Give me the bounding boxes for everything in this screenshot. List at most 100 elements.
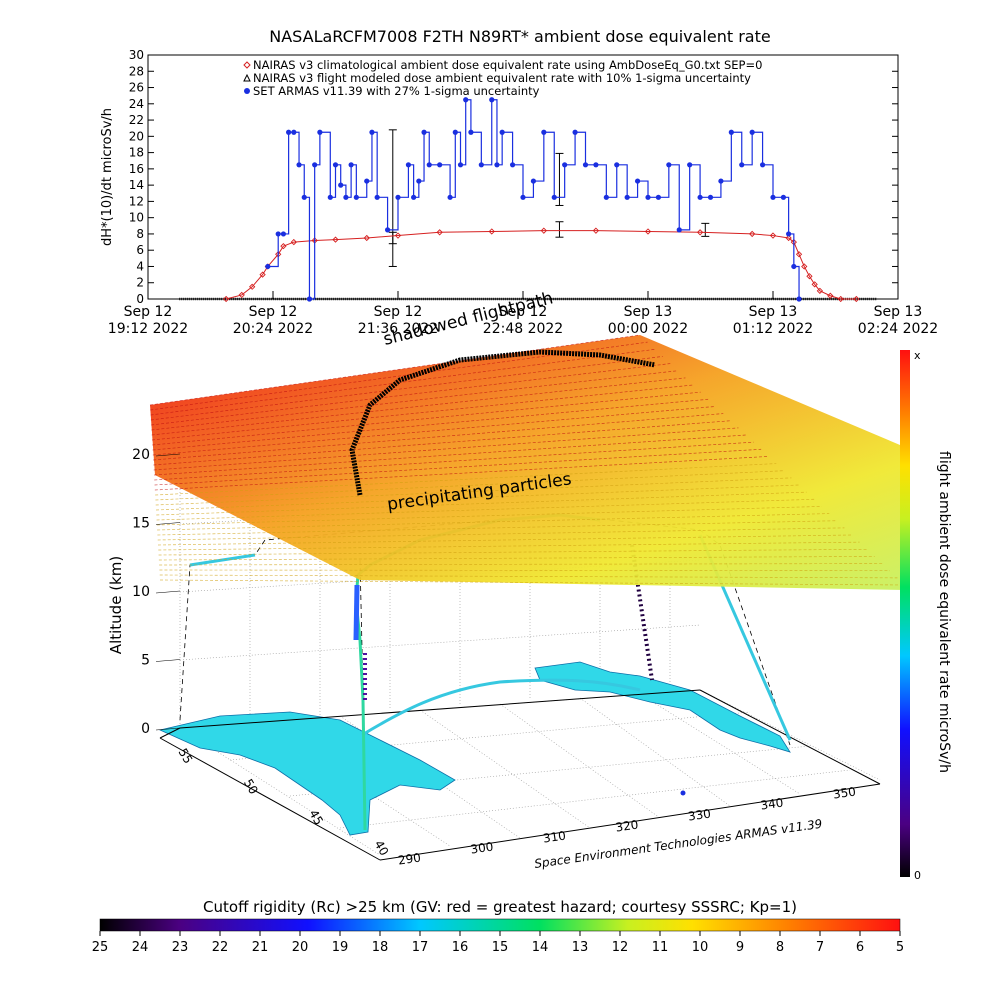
series-layer [179, 97, 878, 303]
point-diamond [394, 232, 402, 239]
layer-hatch [154, 448, 762, 486]
x-tick-label-date: Sep 12 [374, 304, 423, 320]
rigidity-tick-label: 20 [292, 940, 309, 955]
point-dot [327, 194, 333, 200]
vertical-colorbar: x 0 flight ambient dose equivalent rate … [900, 349, 952, 882]
layer-hatch [152, 391, 701, 446]
point-dot [728, 129, 734, 135]
point-dot [666, 162, 672, 168]
point-dot [707, 194, 714, 200]
y-tick-label: 20 [129, 129, 144, 143]
z-tick [155, 659, 181, 662]
point-dot [786, 231, 792, 237]
y-tick-label: 24 [129, 97, 144, 111]
legend-entry-1: NAIRAS v3 flight modeled dose ambient eq… [253, 71, 751, 85]
layer-hatch [154, 441, 754, 481]
rigidity-tick-label: 9 [736, 940, 744, 955]
point-dot [452, 129, 458, 135]
point-dot [348, 162, 354, 168]
point-dot [265, 263, 271, 270]
point-diamond [249, 283, 256, 290]
y-tick-label: 30 [129, 48, 144, 62]
layer-hatch [157, 534, 853, 546]
point-dot [499, 129, 505, 135]
z-tick [155, 590, 181, 594]
point-diamond [238, 291, 245, 299]
point-diamond [811, 281, 818, 288]
error-bar [555, 221, 564, 238]
legend-entry-2: SET ARMAS v11.39 with 27% 1-sigma uncert… [253, 84, 540, 98]
point-diamond [592, 227, 600, 234]
lat-tick-label: 40 [372, 838, 392, 858]
point-dot [286, 129, 292, 135]
point-dot [468, 129, 474, 135]
point-dot [572, 129, 578, 135]
point-dot [369, 129, 375, 135]
map-landmasses [158, 661, 791, 836]
x-tick-label-time: 22:48 2022 [483, 321, 563, 337]
point-dot [332, 162, 339, 168]
x-tick-label-time: 20:24 2022 [233, 321, 313, 337]
layer-hatch [157, 513, 830, 531]
point-dot [405, 162, 412, 168]
horizontal-colorbar: Cutoff rigidity (Rc) >25 km (GV: red = g… [92, 898, 904, 955]
z-tick-label: 20 [132, 447, 150, 463]
point-dot [296, 162, 302, 168]
layer-hatch [157, 527, 845, 541]
series-armas-line [267, 99, 800, 300]
layer-hatch [150, 356, 663, 421]
point-dot [509, 162, 516, 168]
x-tick-label-date: Sep 12 [249, 304, 298, 320]
y-tick-label: 16 [129, 162, 144, 176]
lon-tick-label: 300 [470, 840, 495, 857]
x-tick-label-date: Sep 12 [499, 304, 548, 320]
rigidity-tick-label: 11 [652, 940, 669, 955]
point-dot [796, 296, 802, 302]
point-dot [312, 162, 318, 168]
point-dot [593, 162, 599, 168]
point-dot [541, 129, 547, 135]
point-diamond [436, 229, 443, 236]
z-tick-label: 10 [132, 584, 150, 600]
point-dot [364, 178, 370, 184]
z-tick-label: 15 [132, 516, 150, 532]
point-diamond [222, 295, 230, 303]
layer-hatch [151, 377, 686, 436]
point-dot [520, 194, 526, 200]
lon-tick-label: 350 [832, 785, 857, 802]
x-tick-label-time: 02:24 2022 [858, 321, 938, 337]
point-diamond [801, 263, 808, 270]
layer-hatch [151, 363, 671, 426]
z-axis-ticks: 0 5 10 15 20 [132, 447, 181, 737]
x-tick-label-time: 01:12 2022 [733, 321, 813, 337]
rigidity-title: Cutoff rigidity (Rc) >25 km (GV: red = g… [203, 898, 797, 916]
point-dot [374, 194, 380, 200]
rigidity-tick-label: 23 [172, 940, 189, 955]
rigidity-tick-label: 6 [856, 940, 864, 955]
rigidity-tick-label: 17 [412, 940, 429, 955]
layer-hatch [159, 574, 898, 579]
point-dot [489, 97, 495, 103]
x-tick-label-time: 00:00 2022 [608, 321, 688, 337]
lon-tick-label: 320 [615, 818, 640, 835]
rigidity-tick-label: 25 [92, 940, 109, 955]
layer-hatch [159, 579, 906, 586]
layer-hatch [149, 334, 641, 406]
layer-hatch [159, 569, 890, 572]
legend-marker-diamond [243, 61, 251, 69]
point-dot [437, 162, 443, 168]
rigidity-tick-label: 19 [332, 940, 349, 955]
layer-hatch [156, 491, 807, 516]
time-series-panel: NASALaRCFM7008 F2TH N89RT* ambient dose … [100, 27, 938, 337]
point-dot [645, 194, 651, 200]
rigidity-tick-label: 5 [896, 940, 904, 955]
latitude-ticks: 40 45 50 55 [176, 746, 392, 858]
colorbar-label: flight ambient dose equivalent rate micr… [936, 451, 952, 773]
point-dot [426, 162, 432, 168]
lon-tick-label: 310 [542, 829, 567, 846]
rigidity-tick-label: 10 [692, 940, 709, 955]
lon-tick-label: 290 [397, 851, 422, 868]
point-diamond [806, 273, 813, 280]
y-tick-label: 18 [129, 146, 144, 160]
